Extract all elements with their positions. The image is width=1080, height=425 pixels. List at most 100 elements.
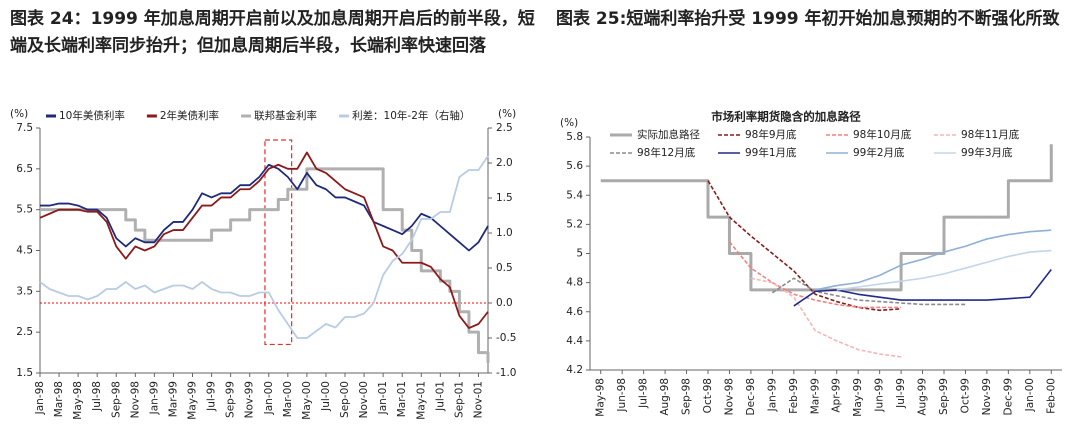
legend-label: 99年1月底 [745,146,797,159]
legend-label: 98年12月底 [637,146,696,159]
y-axis-label: (%) [560,117,578,129]
series-line [728,241,902,309]
chart-title: 图表 25:短端利率抬升受 1999 年初开始加息预期的不断强化所致 [556,9,1060,29]
y-tick-label: 1.5 [16,367,33,379]
x-tick-label: May-99 [852,378,864,417]
legend-label: 98年10月底 [853,128,912,141]
x-tick-label: Feb-99 [788,378,800,414]
x-tick-label: Nov-99 [244,381,256,418]
series-line [39,155,489,339]
chart-title: 图表 24：1999 年加息周期开启前以及加息周期开启后的前半段，短端及长端利率… [10,9,535,56]
x-tick-label: Sep-98 [681,378,693,415]
y2-tick-label: -0.5 [496,332,517,344]
x-tick-label: Nov-98 [129,381,141,418]
x-tick-label: Mar-01 [396,381,408,417]
x-tick-label: Dec-99 [1002,378,1014,415]
series-line [40,163,489,252]
x-tick-label: May-00 [301,381,313,420]
legend-label: 99年3月底 [961,146,1013,159]
x-tick-label: Jan-01 [377,381,389,415]
chart-subtitle: 市场利率期货隐含的加息路径 [711,110,861,124]
x-tick-label: Nov-98 [723,378,735,415]
x-tick-label: Jan-98 [34,381,46,415]
y-tick-label: 4.8 [566,277,583,289]
y-tick-label: 5.4 [566,189,583,201]
x-tick-label: May-98 [595,378,607,417]
legend-label: 98年9月底 [745,128,797,141]
x-tick-label: Oct-98 [702,378,714,413]
series-line [39,151,489,329]
x-tick-label: Apr-99 [831,378,843,413]
legend-label: 98年11月底 [961,128,1020,141]
legend-label: 联邦基金利率 [254,109,317,122]
x-tick-label: Mar-99 [167,381,179,417]
y2-tick-label: -1.0 [496,367,517,379]
y-tick-label: 5.2 [566,218,583,230]
x-tick-label: Aug-99 [917,378,929,416]
x-tick-label: Mar-98 [53,381,65,417]
legend-label: 利差：10年-2年（右轴） [352,109,470,122]
y2-tick-label: 0.5 [496,262,513,274]
x-tick-label: Jul-01 [434,381,446,412]
x-tick-label: Jan-00 [263,381,275,415]
x-tick-label: Jul-99 [206,381,218,412]
highlight-box [264,139,293,346]
x-tick-label: Jan-99 [766,378,778,412]
x-tick-label: Jan-00 [1024,378,1036,412]
legend-label: 99年2月底 [853,146,905,159]
x-tick-label: Aug-98 [659,378,671,416]
y2-tick-label: 2.5 [496,122,513,134]
x-tick-label: Sep-00 [339,381,351,418]
y-tick-label: 5.5 [16,204,33,216]
x-tick-label: May-01 [415,381,427,420]
x-tick-label: Jul-00 [320,381,332,412]
series-line [793,269,1052,307]
legend-label: 2年美债利率 [160,109,219,122]
y-tick-label: 7.5 [16,122,33,134]
y-tick-label: 6.5 [16,163,33,175]
x-tick-label: Jan-99 [148,381,160,415]
x-tick-label: Oct-99 [959,378,971,413]
x-tick-label: Jun-98 [616,378,628,413]
legend-label: 实际加息路径 [637,128,700,141]
x-tick-label: Jul-99 [895,378,907,409]
x-tick-label: Mar-00 [282,381,294,417]
y-tick-label: 3.5 [16,285,33,297]
y2-tick-label: 1.5 [496,192,513,204]
y-axis-label: (%) [10,108,28,120]
x-tick-label: Jul-98 [638,378,650,409]
series-line [836,249,1052,291]
y-tick-label: 4.5 [16,245,33,257]
x-tick-label: Feb-00 [1045,378,1057,414]
series-line [600,144,1053,292]
x-tick-label: Dec-98 [745,378,757,415]
y2-tick-label: 0.0 [496,297,513,309]
y-tick-label: 4.4 [566,335,583,347]
x-tick-label: May-99 [187,381,199,420]
x-tick-label: Mar-99 [809,378,821,414]
x-tick-label: Jun-99 [874,378,886,413]
series-line [707,180,902,312]
x-tick-label: Nov-00 [358,381,370,418]
x-tick-label: Nov-99 [981,378,993,415]
series-line [771,277,966,306]
x-tick-label: Sep-99 [938,378,950,415]
y-tick-label: 5.8 [566,131,583,143]
x-tick-label: May-98 [72,381,84,420]
y2-tick-label: 2.0 [496,157,513,169]
y-tick-label: 4.2 [566,364,583,376]
y2-axis-label: (%) [498,108,516,120]
series-line [40,167,490,363]
x-tick-label: Nov-01 [472,381,484,418]
x-tick-label: Sep-01 [453,381,465,418]
legend-label: 10年美债利率 [59,109,125,122]
x-tick-label: Sep-98 [110,381,122,418]
x-tick-label: Jul-98 [91,381,103,412]
y-tick-label: 2.5 [16,326,33,338]
y2-tick-label: 1.0 [496,227,513,239]
x-tick-label: Sep-99 [225,381,237,418]
y-tick-label: 4.6 [566,306,583,318]
series-line [750,277,902,358]
y-tick-label: 5 [576,248,583,260]
